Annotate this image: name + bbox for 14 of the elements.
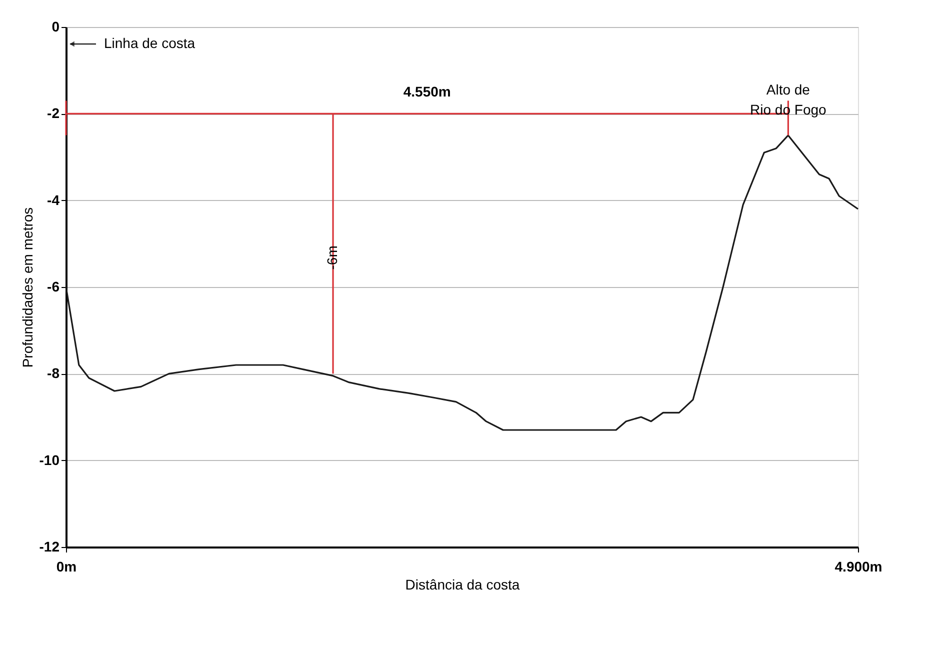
y-tick-label: 0 [52, 18, 60, 34]
y-tick-label: -4 [47, 192, 60, 208]
y-tick-label: -2 [47, 105, 60, 122]
annotation: 4.550m [403, 84, 451, 100]
annotation: -6m [324, 246, 340, 270]
x-axis-title: Distância da costa [405, 576, 520, 592]
x-tick-label: 0m [56, 558, 77, 574]
y-axis-title: Profundidades em metros [19, 207, 36, 368]
y-tick-label: -6 [47, 278, 60, 294]
y-tick-label: -12 [39, 538, 60, 554]
annotation: Linha de costa [104, 35, 196, 51]
y-tick-label: -8 [47, 365, 60, 382]
x-tick-label: 4.900m [834, 558, 882, 574]
y-tick-label: -10 [39, 452, 60, 468]
